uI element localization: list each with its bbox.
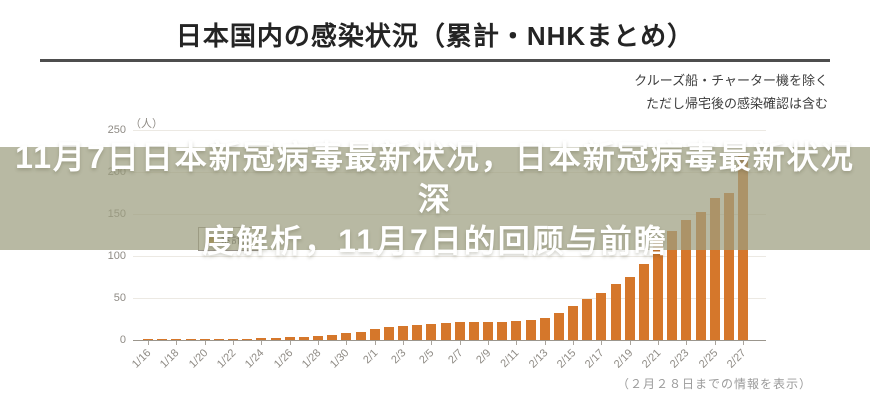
exclusion-note: クルーズ船・チャーター機を除く ただし帰宅後の感染確認は含む <box>634 69 828 115</box>
x-tick-2/1 <box>374 341 376 345</box>
x-tick-2/25 <box>714 341 716 345</box>
bar-2/20 <box>638 264 649 340</box>
bar-2/2 <box>383 327 394 340</box>
bar-2/22 <box>667 231 678 340</box>
x-tick-2/21 <box>658 341 659 345</box>
bar-1/26 <box>284 337 295 340</box>
bar-2/10 <box>497 322 508 340</box>
bar-1/17 <box>157 339 168 340</box>
y-tick-label-250: 250 <box>107 124 126 136</box>
x-tick-2/17 <box>601 341 603 345</box>
gridline-50 <box>133 298 766 299</box>
gridline-100 <box>133 256 766 257</box>
x-tick-1/22 <box>233 341 234 345</box>
bar-2/16 <box>582 299 593 340</box>
bar-2/25 <box>709 198 720 340</box>
gridline-250 <box>133 130 766 131</box>
title-divider <box>40 59 830 62</box>
bar-2/23 <box>681 220 692 340</box>
bar-2/9 <box>483 322 493 340</box>
x-tick-1/18 <box>176 341 178 345</box>
exclusion-note-line1: クルーズ船・チャーター機を除く <box>634 73 828 88</box>
x-tick-1/20 <box>204 341 206 345</box>
x-tick-2/11 <box>516 341 518 345</box>
bar-2/12 <box>525 320 536 340</box>
x-tick-2/9 <box>488 341 489 345</box>
headline-overlay-background <box>0 147 870 250</box>
x-tick-2/5 <box>431 341 433 345</box>
y-tick-label-50: 50 <box>113 292 126 304</box>
x-tick-1/26 <box>289 341 291 345</box>
x-tick-2/7 <box>459 341 461 345</box>
bar-2/6 <box>440 323 451 340</box>
bar-1/23 <box>242 339 253 340</box>
bar-2/11 <box>511 321 522 340</box>
bar-2/5 <box>426 324 437 340</box>
x-tick-1/24 <box>261 341 263 345</box>
x-tick-2/13 <box>544 341 546 345</box>
bar-2/1 <box>369 329 380 340</box>
x-tick-2/19 <box>629 341 631 345</box>
bar-1/28 <box>313 336 323 340</box>
x-tick-1/16 <box>148 341 149 345</box>
bar-1/27 <box>298 337 309 340</box>
x-tick-2/3 <box>403 341 404 345</box>
x-tick-1/30 <box>346 341 348 345</box>
bar-1/22 <box>228 339 238 340</box>
bar-2/17 <box>596 293 607 340</box>
y-tick-label-0: 0 <box>119 334 126 346</box>
y-axis-unit-label: （人） <box>130 118 163 130</box>
bar-1/29 <box>327 335 338 340</box>
bar-1/21 <box>213 339 224 340</box>
bar-1/20 <box>199 339 210 340</box>
bar-1/19 <box>185 339 196 340</box>
headline-overlay: 11月7日日本新冠病毒最新状况，日本新冠病毒最新状况深 度解析，11月7日的回顾… <box>0 139 870 259</box>
chart-title: 日本国内の感染状況（累計・NHKまとめ） <box>175 21 695 51</box>
headline-line1: 11月7日日本新冠病毒最新状况，日本新冠病毒最新状况深 <box>15 138 855 217</box>
bar-2/18 <box>610 284 621 340</box>
bar-2/19 <box>624 277 635 340</box>
chart-footnote: （２月２８日までの情報を表示） <box>616 377 812 391</box>
headline-line2: 度解析，11月7日的回顾与前瞻 <box>202 222 668 259</box>
x-tick-2/27 <box>743 341 744 345</box>
bar-2/4 <box>412 325 423 340</box>
x-tick-2/23 <box>686 341 688 345</box>
x-tick-1/28 <box>318 341 319 345</box>
bar-2/13 <box>539 318 550 340</box>
gridline-0 <box>133 340 766 341</box>
bar-1/16 <box>143 339 153 340</box>
bar-1/25 <box>270 338 281 340</box>
bar-2/26 <box>723 193 734 340</box>
bar-1/18 <box>171 339 182 340</box>
bar-2/24 <box>695 212 706 340</box>
bar-2/8 <box>468 322 479 340</box>
headline-text: 11月7日日本新冠病毒最新状况，日本新冠病毒最新状况深 度解析，11月7日的回顾… <box>0 139 870 259</box>
bar-1/30 <box>341 333 352 340</box>
bar-2/14 <box>553 313 564 340</box>
bar-1/31 <box>355 332 366 340</box>
bar-2/3 <box>398 326 408 340</box>
bar-2/15 <box>568 306 578 340</box>
bar-2/21 <box>653 240 663 340</box>
exclusion-note-line2: ただし帰宅後の感染確認は含む <box>645 96 828 111</box>
bar-1/24 <box>256 338 267 340</box>
x-tick-2/15 <box>573 341 574 345</box>
y-tick-label-100: 100 <box>107 250 126 262</box>
bar-2/7 <box>454 322 465 340</box>
